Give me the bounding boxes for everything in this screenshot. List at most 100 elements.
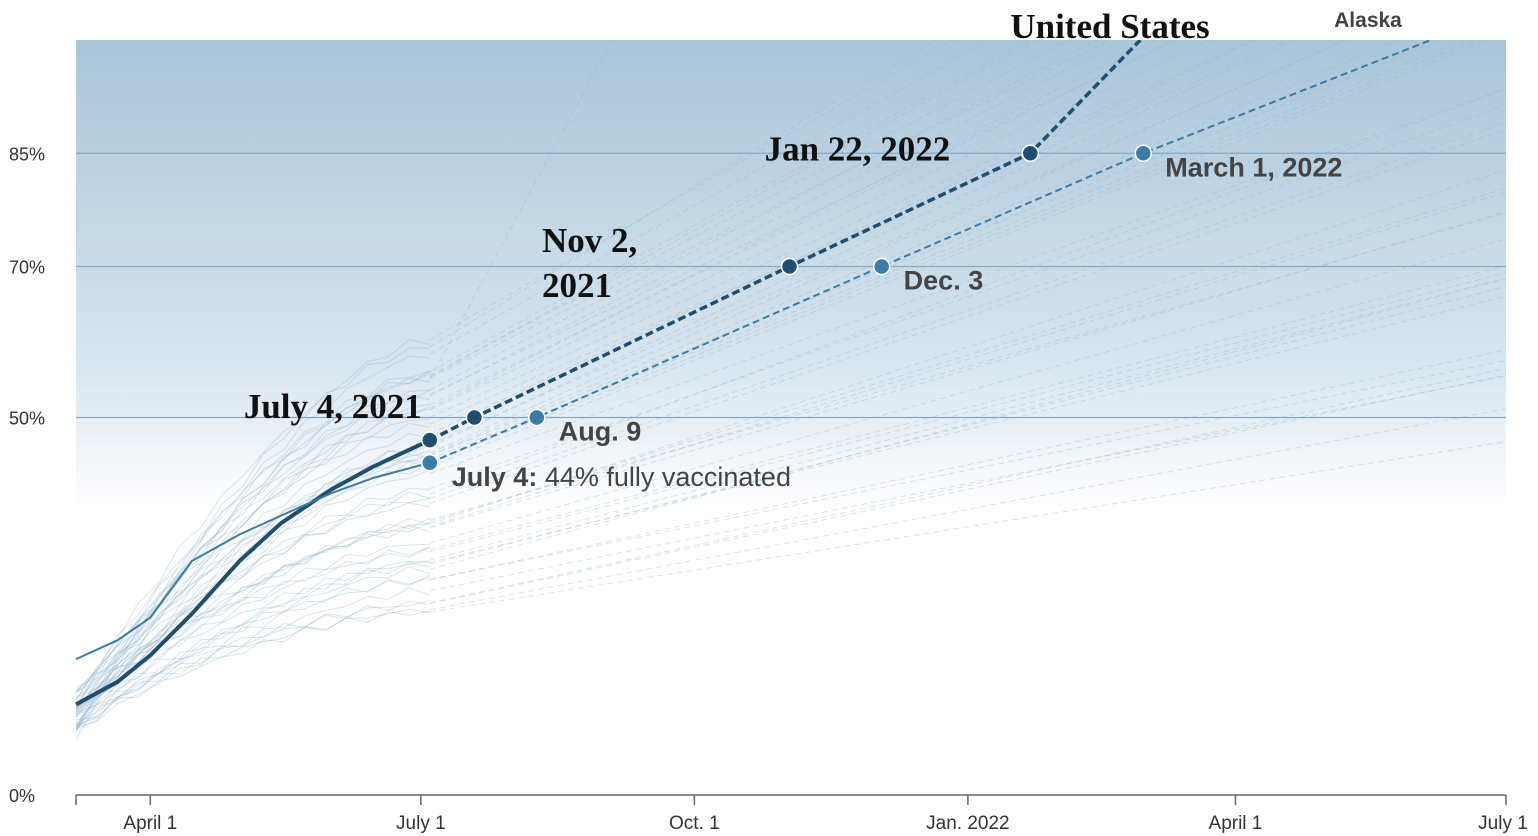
background-series-line xyxy=(76,355,430,727)
background-series-line xyxy=(76,560,430,730)
background-series-line xyxy=(76,600,430,709)
x-tick-label: April 1 xyxy=(123,813,177,834)
background-series-line xyxy=(76,347,430,701)
background-series-projection xyxy=(429,40,1212,411)
milestone-point xyxy=(780,257,799,276)
background-series-line xyxy=(76,459,430,698)
background-series-projection xyxy=(429,375,1506,592)
y-tick-label: 50% xyxy=(9,409,45,429)
background-series-line xyxy=(76,576,430,711)
annotation-us-jan-22: Jan 22, 2022 xyxy=(765,129,951,168)
background-series-projection xyxy=(429,169,1506,525)
background-series-projection xyxy=(429,349,1506,580)
milestone-points xyxy=(421,144,1153,472)
axes: April 1 July 1 Oct. 1 Jan. 2022 April 1 July … xyxy=(9,144,1528,834)
background-series-projection xyxy=(429,360,1506,581)
background-series-line xyxy=(76,610,430,713)
background-series-line xyxy=(76,389,431,710)
y-tick-label: 85% xyxy=(9,144,45,164)
background-series-projection xyxy=(429,40,1296,448)
background-series-projection xyxy=(429,88,1506,495)
background-series-line xyxy=(76,454,430,692)
background-series-projection xyxy=(429,40,1479,464)
background-series-projection xyxy=(429,104,1506,489)
background-series-line xyxy=(76,432,430,710)
background-series-projection xyxy=(429,40,1348,445)
background-series-projection xyxy=(429,211,1506,529)
x-tick-label: July 1 xyxy=(396,813,446,834)
milestone-point xyxy=(421,454,439,472)
milestone-point xyxy=(1134,144,1153,162)
background-series-line xyxy=(76,502,430,688)
background-series-line xyxy=(76,561,430,725)
series-label-alaska: Alaska xyxy=(1334,9,1402,32)
background-series-projection xyxy=(429,40,1038,378)
background-series-projection xyxy=(429,265,1506,550)
united-states-actual-line xyxy=(75,438,431,707)
background-series-projection xyxy=(429,278,1506,570)
background-series-line xyxy=(76,408,430,730)
alaska-actual-line xyxy=(75,461,431,661)
background-series-projection xyxy=(429,272,1506,553)
series-label-united-states: United States xyxy=(1010,7,1209,46)
annotation-us-july-4: July 4, 2021 xyxy=(244,387,422,426)
background-series-projection xyxy=(429,212,1506,521)
background-series-projection xyxy=(429,441,1506,613)
background-series-projection xyxy=(429,40,1442,457)
background-series-projection xyxy=(429,408,1506,611)
background-series-projection xyxy=(429,40,1399,456)
background-series-line xyxy=(76,566,430,726)
milestone-point xyxy=(1021,144,1040,162)
background-series-projection xyxy=(429,40,1346,454)
milestone-point xyxy=(465,408,484,427)
background-series-projection xyxy=(429,40,1490,468)
milestone-point xyxy=(528,408,546,427)
background-series-projection xyxy=(429,40,1126,397)
annotations: United States Alaska July 4, 2021 Nov 2, 202… xyxy=(244,7,1402,492)
background-series-line xyxy=(76,497,430,716)
annotation-us-nov-2-line2: 2021 xyxy=(542,266,612,305)
background-series-projection xyxy=(429,277,1506,561)
background-series-projection xyxy=(429,121,1506,499)
x-tick-label: July 1 xyxy=(1478,813,1528,834)
y-tick-label: 0% xyxy=(9,786,35,806)
background-series-projection xyxy=(429,40,1254,418)
background-series-projection xyxy=(429,40,1098,391)
background-series-projection xyxy=(429,367,1506,604)
background-series-line xyxy=(76,587,430,728)
background-series-line xyxy=(76,518,430,727)
background-series-line xyxy=(76,524,430,693)
background-series-projection xyxy=(429,40,1466,460)
background-series-line xyxy=(76,377,430,693)
x-tick-label: April 1 xyxy=(1209,813,1263,834)
y-tick-label: 70% xyxy=(9,258,45,278)
background-series-projection xyxy=(429,40,613,380)
background-series-line xyxy=(76,394,430,710)
annotation-alaska-aug-9: Aug. 9 xyxy=(559,417,642,447)
background-series-line xyxy=(76,469,430,728)
background-series-line xyxy=(76,543,430,699)
background-series-projection xyxy=(429,40,1111,379)
background-series-projection xyxy=(429,87,1506,474)
background-series-line xyxy=(76,403,430,730)
background-state-lines xyxy=(76,40,1506,740)
background-series-line xyxy=(76,418,430,712)
annotation-alaska-july-4: July 4: 44% fully vaccinated xyxy=(452,462,791,492)
background-series-projection xyxy=(429,40,1157,409)
background-series-line xyxy=(76,370,430,707)
background-series-projection xyxy=(429,187,1506,523)
background-series-line xyxy=(76,372,431,729)
milestone-point xyxy=(872,257,891,276)
milestone-point xyxy=(421,431,439,449)
background-series-line xyxy=(76,491,430,709)
background-series-projection xyxy=(429,374,1506,604)
background-series-line xyxy=(76,443,431,717)
background-series-line xyxy=(76,608,430,721)
background-series-projection xyxy=(429,238,1506,544)
annotation-alaska-dec-3: Dec. 3 xyxy=(904,266,984,296)
background-series-projection xyxy=(429,191,1506,527)
annotation-us-nov-2-line1: Nov 2, xyxy=(542,221,637,260)
background-series-line xyxy=(76,574,431,729)
alaska-projection-line xyxy=(429,40,1434,464)
